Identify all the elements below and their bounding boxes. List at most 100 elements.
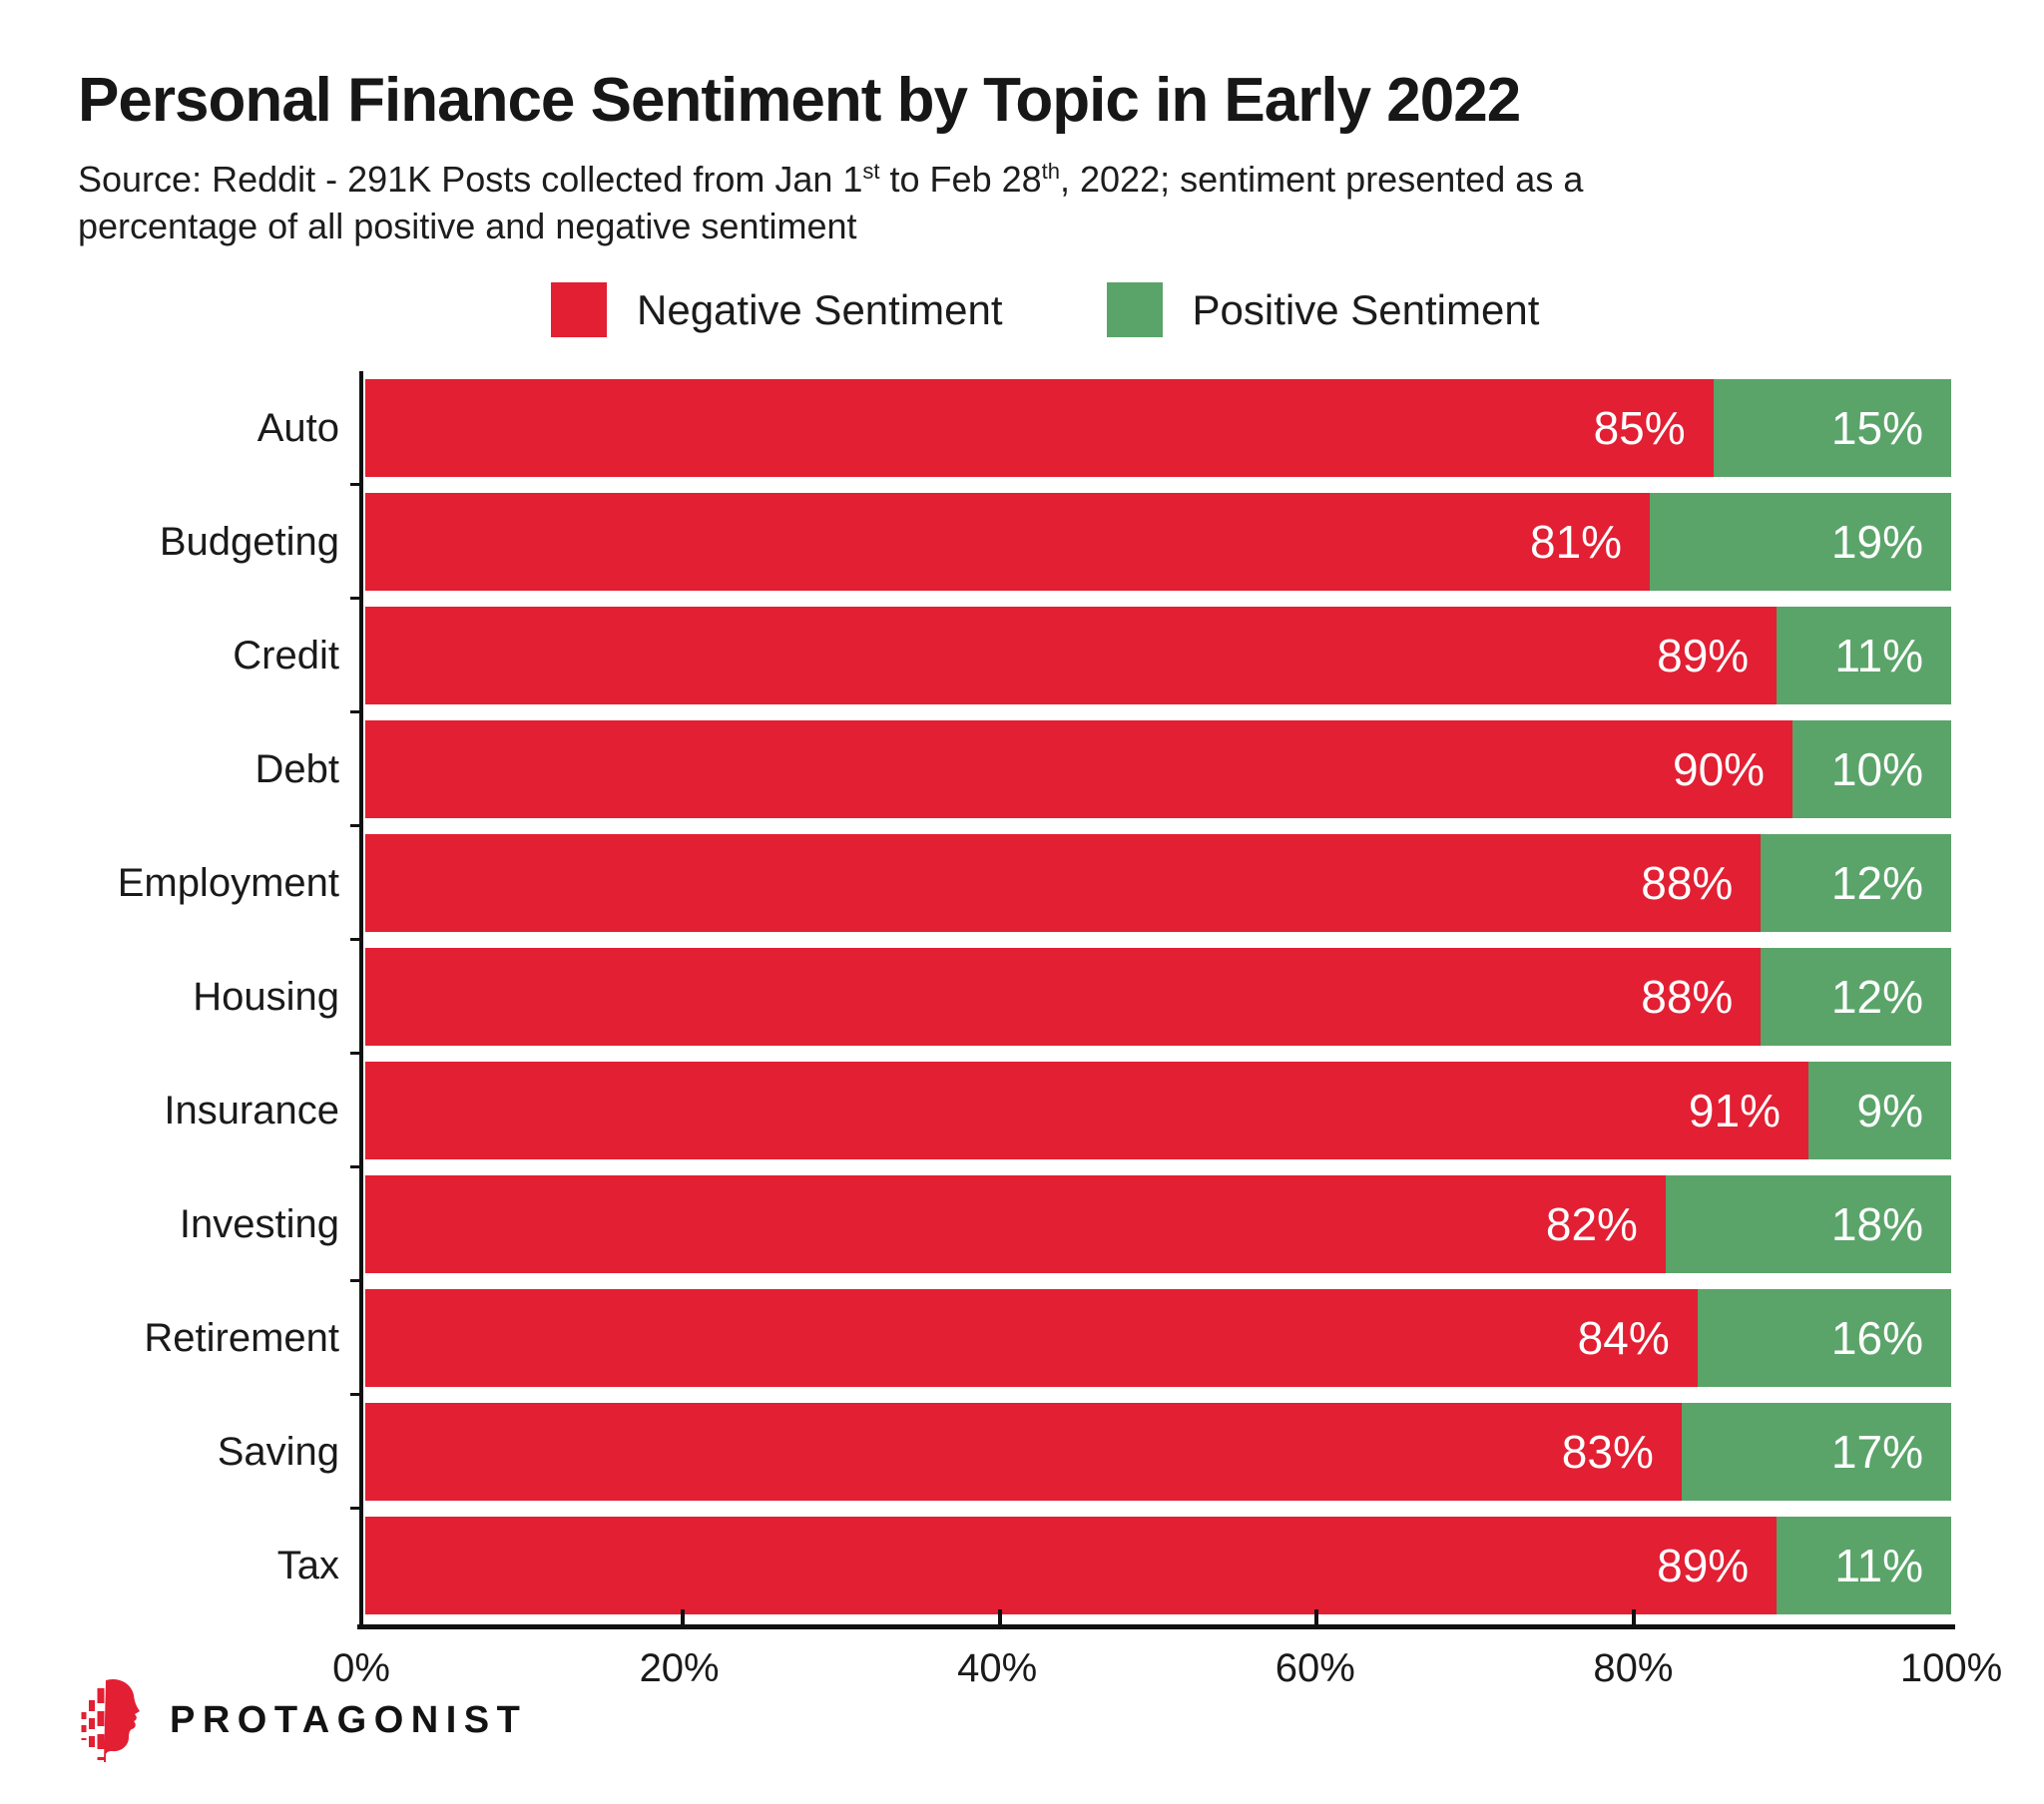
- positive-segment-housing: 12%: [1761, 948, 1951, 1046]
- category-label-retirement: Retirement: [144, 1315, 339, 1360]
- y-axis-tick: [350, 1393, 359, 1396]
- bar-row-insurance: 91% 9%: [365, 1062, 1951, 1159]
- negative-value-credit: 89%: [1657, 630, 1750, 681]
- y-axis-line: [359, 371, 363, 1626]
- positive-value-saving: 17%: [1830, 1426, 1923, 1478]
- x-tick-20%: [680, 1609, 685, 1624]
- negative-value-investing: 82%: [1545, 1198, 1638, 1250]
- positive-value-credit: 11%: [1834, 630, 1923, 681]
- category-label-investing: Investing: [179, 1201, 339, 1246]
- negative-value-debt: 90%: [1673, 743, 1766, 795]
- bar-row-credit: 89% 11%: [365, 607, 1951, 704]
- category-label-housing: Housing: [193, 974, 339, 1019]
- positive-value-retirement: 16%: [1830, 1312, 1923, 1364]
- bar-slot-employment: 88% 12%: [365, 826, 1951, 940]
- negative-segment-auto: 85%: [365, 379, 1714, 477]
- x-tick-60%: [1314, 1609, 1319, 1624]
- bar-row-investing: 82% 18%: [365, 1175, 1951, 1273]
- negative-segment-employment: 88%: [365, 834, 1762, 932]
- y-axis-tick: [350, 597, 359, 600]
- category-label-auto: Auto: [256, 405, 339, 450]
- category-label-employment: Employment: [117, 860, 339, 905]
- bar-slot-auto: 85% 15%: [365, 371, 1951, 485]
- positive-segment-employment: 12%: [1761, 834, 1951, 932]
- negative-segment-tax: 89%: [365, 1517, 1778, 1614]
- brand-wordmark: PROTAGONIST: [170, 1698, 528, 1741]
- source-text-4: percentage of all positive and negative …: [78, 206, 857, 246]
- x-tick-40%: [997, 1609, 1002, 1624]
- positive-segment-debt: 10%: [1792, 720, 1951, 818]
- bar-row-debt: 90% 10%: [365, 720, 1951, 818]
- x-tick-label-100%: 100%: [1899, 1646, 2003, 1690]
- bar-row-auto: 85% 15%: [365, 379, 1951, 477]
- bar-slot-insurance: 91% 9%: [365, 1054, 1951, 1167]
- negative-value-auto: 85%: [1593, 402, 1686, 454]
- legend-swatch: [551, 282, 607, 337]
- x-tick-label-0%: 0%: [332, 1646, 390, 1690]
- positive-segment-budgeting: 19%: [1650, 493, 1951, 591]
- negative-segment-credit: 89%: [365, 607, 1778, 704]
- negative-segment-housing: 88%: [365, 948, 1762, 1046]
- y-axis-tick: [350, 824, 359, 827]
- negative-segment-insurance: 91%: [365, 1062, 1808, 1159]
- negative-value-retirement: 84%: [1577, 1312, 1670, 1364]
- positive-value-tax: 11%: [1834, 1540, 1923, 1591]
- x-axis-line: [357, 1624, 1955, 1629]
- category-label-saving: Saving: [217, 1429, 339, 1474]
- bar-row-tax: 89% 11%: [365, 1517, 1951, 1614]
- x-tick-label-40%: 40%: [957, 1646, 1038, 1690]
- legend: Negative Sentiment Positive Sentiment: [551, 282, 1539, 337]
- negative-value-insurance: 91%: [1688, 1085, 1781, 1136]
- bar-slot-tax: 89% 11%: [365, 1509, 1951, 1622]
- legend-item-positive: Positive Sentiment: [1106, 282, 1540, 337]
- bar-slot-debt: 90% 10%: [365, 712, 1951, 826]
- positive-segment-retirement: 16%: [1697, 1289, 1951, 1387]
- bar-slot-budgeting: 81% 19%: [365, 485, 1951, 599]
- source-text-2: to Feb 28: [879, 159, 1042, 200]
- category-label-budgeting: Budgeting: [159, 519, 339, 564]
- positive-value-employment: 12%: [1830, 857, 1923, 909]
- positive-segment-credit: 11%: [1777, 607, 1951, 704]
- source-superscript-th: th: [1041, 159, 1060, 184]
- chart-title: Personal Finance Sentiment by Topic in E…: [78, 66, 1521, 135]
- y-axis-labels: Auto Budgeting Credit Debt Employment Housing…: [0, 371, 339, 1622]
- legend-label: Negative Sentiment: [637, 285, 1003, 333]
- negative-segment-debt: 90%: [365, 720, 1793, 818]
- category-label-credit: Credit: [233, 633, 339, 677]
- y-axis-tick: [350, 483, 359, 486]
- positive-value-auto: 15%: [1830, 402, 1923, 454]
- positive-value-investing: 18%: [1830, 1198, 1923, 1250]
- positive-segment-auto: 15%: [1713, 379, 1951, 477]
- source-superscript-st: st: [862, 159, 880, 184]
- bar-row-housing: 88% 12%: [365, 948, 1951, 1046]
- source-note: Source: Reddit - 291K Posts collected fr…: [78, 156, 1583, 249]
- x-tick-label-20%: 20%: [639, 1646, 720, 1690]
- bar-row-budgeting: 81% 19%: [365, 493, 1951, 591]
- negative-segment-retirement: 84%: [365, 1289, 1698, 1387]
- source-text-1: Source: Reddit - 291K Posts collected fr…: [78, 159, 863, 200]
- bar-slot-saving: 83% 17%: [365, 1395, 1951, 1509]
- positive-value-housing: 12%: [1830, 971, 1923, 1023]
- bar-row-retirement: 84% 16%: [365, 1289, 1951, 1387]
- bar-slot-retirement: 84% 16%: [365, 1281, 1951, 1395]
- negative-value-housing: 88%: [1641, 971, 1734, 1023]
- negative-value-tax: 89%: [1657, 1540, 1750, 1591]
- category-label-tax: Tax: [276, 1543, 339, 1587]
- brand-logo: PROTAGONIST: [80, 1676, 527, 1764]
- legend-label: Positive Sentiment: [1192, 285, 1540, 333]
- bar-row-saving: 83% 17%: [365, 1403, 1951, 1501]
- negative-segment-investing: 82%: [365, 1175, 1666, 1273]
- positive-segment-insurance: 9%: [1807, 1062, 1951, 1159]
- negative-value-employment: 88%: [1641, 857, 1734, 909]
- x-tick-80%: [1632, 1609, 1637, 1624]
- category-label-insurance: Insurance: [164, 1088, 339, 1132]
- y-axis-tick: [350, 1165, 359, 1168]
- positive-segment-investing: 18%: [1665, 1175, 1951, 1273]
- positive-value-insurance: 9%: [1856, 1085, 1923, 1136]
- negative-segment-budgeting: 81%: [365, 493, 1651, 591]
- protagonist-face-icon: [81, 1678, 140, 1762]
- bar-slot-housing: 88% 12%: [365, 940, 1951, 1054]
- bar-row-employment: 88% 12%: [365, 834, 1951, 932]
- bar-slot-credit: 89% 11%: [365, 599, 1951, 712]
- positive-value-debt: 10%: [1830, 743, 1923, 795]
